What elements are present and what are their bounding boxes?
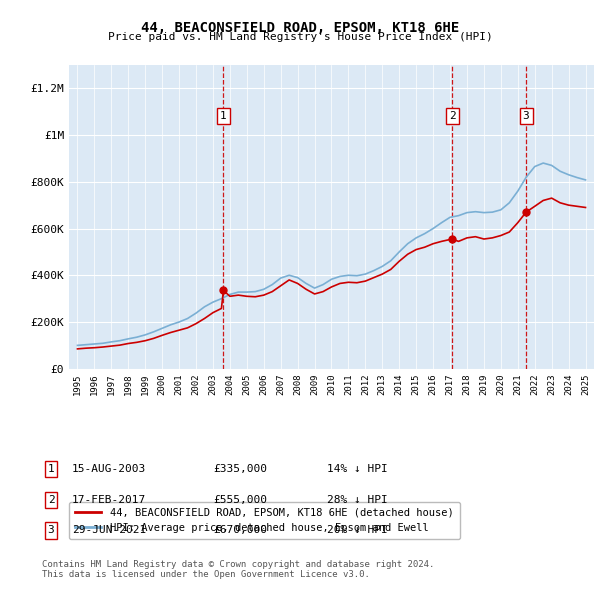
- Text: £670,000: £670,000: [213, 526, 267, 535]
- Text: 1: 1: [47, 464, 55, 474]
- Text: 20% ↓ HPI: 20% ↓ HPI: [327, 526, 388, 535]
- Text: Price paid vs. HM Land Registry's House Price Index (HPI): Price paid vs. HM Land Registry's House …: [107, 32, 493, 42]
- Text: 3: 3: [47, 526, 55, 535]
- Text: 14% ↓ HPI: 14% ↓ HPI: [327, 464, 388, 474]
- Text: 1: 1: [220, 112, 227, 122]
- Text: £335,000: £335,000: [213, 464, 267, 474]
- Text: 2: 2: [449, 112, 455, 122]
- Text: 3: 3: [523, 112, 529, 122]
- Text: 15-AUG-2003: 15-AUG-2003: [72, 464, 146, 474]
- Text: £555,000: £555,000: [213, 495, 267, 504]
- Text: Contains HM Land Registry data © Crown copyright and database right 2024.
This d: Contains HM Land Registry data © Crown c…: [42, 560, 434, 579]
- Legend: 44, BEACONSFIELD ROAD, EPSOM, KT18 6HE (detached house), HPI: Average price, det: 44, BEACONSFIELD ROAD, EPSOM, KT18 6HE (…: [69, 502, 460, 539]
- Text: 17-FEB-2017: 17-FEB-2017: [72, 495, 146, 504]
- Text: 2: 2: [47, 495, 55, 504]
- Text: 29-JUN-2021: 29-JUN-2021: [72, 526, 146, 535]
- Text: 28% ↓ HPI: 28% ↓ HPI: [327, 495, 388, 504]
- Text: 44, BEACONSFIELD ROAD, EPSOM, KT18 6HE: 44, BEACONSFIELD ROAD, EPSOM, KT18 6HE: [141, 21, 459, 35]
